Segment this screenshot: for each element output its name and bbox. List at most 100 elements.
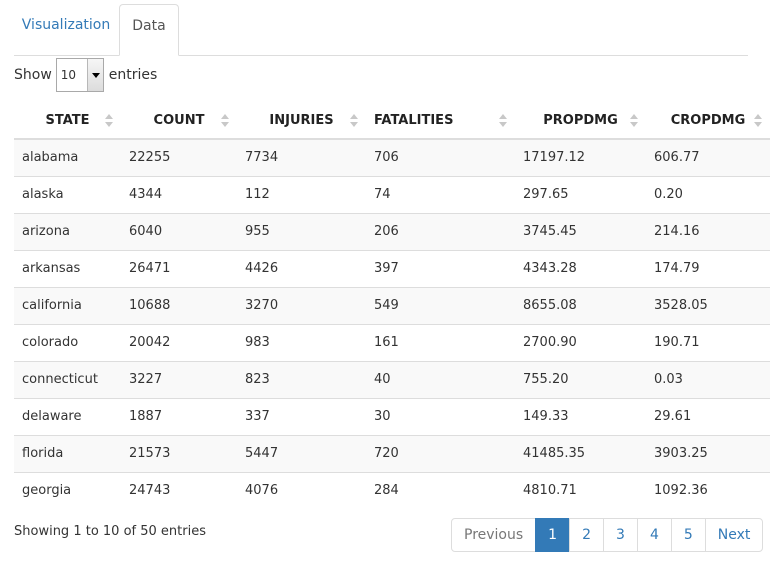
- table-cell-count: 1887: [121, 397, 237, 435]
- table-cell-propdmg: 41485.35: [515, 434, 646, 472]
- table-cell-injuries: 5447: [237, 434, 366, 472]
- table-header-row: STATE COUNT INJURIES FATALITIES PROPDMG CROPD…: [14, 102, 770, 140]
- column-header-label: INJURIES: [269, 112, 334, 128]
- table-cell-propdmg: 4343.28: [515, 249, 646, 287]
- column-header-label: CROPDMG: [670, 112, 746, 128]
- table-row: delaware 1887 337 30 149.33 29.61: [14, 397, 770, 435]
- page-button-5[interactable]: 5: [670, 518, 706, 552]
- table-cell-count: 21573: [121, 434, 237, 472]
- column-header-state[interactable]: STATE: [14, 102, 121, 140]
- table-cell-cropdmg: 606.77: [646, 139, 770, 176]
- table-cell-state: alabama: [14, 139, 121, 176]
- table-cell-fatalities: 161: [366, 323, 515, 361]
- sort-icon: [221, 114, 229, 128]
- table-cell-injuries: 4076: [237, 471, 366, 509]
- table-cell-cropdmg: 174.79: [646, 249, 770, 287]
- table-cell-propdmg: 17197.12: [515, 139, 646, 176]
- table-row: georgia 24743 4076 284 4810.71 1092.36: [14, 471, 770, 509]
- table-cell-cropdmg: 29.61: [646, 397, 770, 435]
- table-cell-state: arkansas: [14, 249, 121, 287]
- table-cell-count: 4344: [121, 175, 237, 213]
- table-cell-state: florida: [14, 434, 121, 472]
- table-cell-fatalities: 206: [366, 212, 515, 250]
- table-cell-fatalities: 40: [366, 360, 515, 398]
- table-cell-fatalities: 284: [366, 471, 515, 509]
- table-cell-state: colorado: [14, 323, 121, 361]
- table-cell-propdmg: 755.20: [515, 360, 646, 398]
- table-body: alabama 22255 7734 706 17197.12 606.77 alaska 4…: [14, 139, 770, 509]
- tab-bar: Visualization Data: [14, 4, 748, 56]
- table-cell-injuries: 337: [237, 397, 366, 435]
- table-cell-propdmg: 8655.08: [515, 286, 646, 324]
- show-label: Show: [14, 67, 52, 83]
- table-cell-fatalities: 30: [366, 397, 515, 435]
- table-row: colorado 20042 983 161 2700.90 190.71: [14, 323, 770, 361]
- table-cell-injuries: 955: [237, 212, 366, 250]
- table-row: california 10688 3270 549 8655.08 3528.05: [14, 286, 770, 324]
- column-header-label: PROPDMG: [543, 112, 618, 128]
- sort-icon: [630, 114, 638, 128]
- table-cell-state: connecticut: [14, 360, 121, 398]
- page-button-2[interactable]: 2: [569, 518, 605, 552]
- table-row: alaska 4344 112 74 297.65 0.20: [14, 175, 770, 213]
- entries-label: entries: [108, 67, 158, 83]
- table-cell-cropdmg: 1092.36: [646, 471, 770, 509]
- tab-visualization[interactable]: Visualization: [21, 17, 111, 33]
- table-row: connecticut 3227 823 40 755.20 0.03: [14, 360, 770, 398]
- table-cell-injuries: 112: [237, 175, 366, 213]
- table-cell-count: 20042: [121, 323, 237, 361]
- chevron-down-icon[interactable]: [86, 59, 103, 91]
- table-cell-fatalities: 549: [366, 286, 515, 324]
- table-cell-state: alaska: [14, 175, 121, 213]
- table-cell-state: arizona: [14, 212, 121, 250]
- table-info: Showing 1 to 10 of 50 entries: [14, 524, 206, 539]
- table-cell-cropdmg: 190.71: [646, 323, 770, 361]
- page-length-control: Show 10 entries: [14, 58, 157, 92]
- pagination: Previous 1 2 3 4 5 Next: [451, 518, 764, 552]
- page-button-1[interactable]: 1: [535, 518, 571, 552]
- table-cell-count: 10688: [121, 286, 237, 324]
- sort-icon: [754, 114, 762, 128]
- data-table: STATE COUNT INJURIES FATALITIES PROPDMG CROPD…: [14, 102, 770, 509]
- table-cell-fatalities: 74: [366, 175, 515, 213]
- table-row: alabama 22255 7734 706 17197.12 606.77: [14, 139, 770, 176]
- table-cell-injuries: 823: [237, 360, 366, 398]
- table-cell-cropdmg: 3903.25: [646, 434, 770, 472]
- table-cell-fatalities: 397: [366, 249, 515, 287]
- tab-data[interactable]: Data: [119, 4, 179, 56]
- column-header-label: FATALITIES: [374, 112, 454, 128]
- table-cell-propdmg: 2700.90: [515, 323, 646, 361]
- column-header-fatalities[interactable]: FATALITIES: [366, 102, 515, 140]
- column-header-injuries[interactable]: INJURIES: [237, 102, 366, 140]
- sort-icon: [499, 114, 507, 128]
- column-header-count[interactable]: COUNT: [121, 102, 237, 140]
- table-cell-propdmg: 149.33: [515, 397, 646, 435]
- column-header-label: COUNT: [153, 112, 205, 128]
- table-cell-injuries: 4426: [237, 249, 366, 287]
- table-cell-count: 3227: [121, 360, 237, 398]
- data-table-container: STATE COUNT INJURIES FATALITIES PROPDMG CROPD…: [14, 102, 770, 509]
- table-cell-fatalities: 706: [366, 139, 515, 176]
- table-cell-count: 24743: [121, 471, 237, 509]
- column-header-cropdmg[interactable]: CROPDMG: [646, 102, 770, 140]
- table-cell-state: georgia: [14, 471, 121, 509]
- next-button[interactable]: Next: [704, 518, 764, 552]
- table-cell-count: 6040: [121, 212, 237, 250]
- sort-icon: [105, 114, 113, 128]
- table-row: arizona 6040 955 206 3745.45 214.16: [14, 212, 770, 250]
- table-cell-cropdmg: 214.16: [646, 212, 770, 250]
- table-cell-propdmg: 297.65: [515, 175, 646, 213]
- page-button-3[interactable]: 3: [603, 518, 638, 552]
- table-cell-count: 26471: [121, 249, 237, 287]
- entries-select[interactable]: 10: [55, 58, 104, 92]
- page-button-4[interactable]: 4: [636, 518, 672, 552]
- table-cell-injuries: 983: [237, 323, 366, 361]
- entries-select-value: 10: [60, 68, 77, 82]
- table-cell-count: 22255: [121, 139, 237, 176]
- table-cell-fatalities: 720: [366, 434, 515, 472]
- table-cell-propdmg: 3745.45: [515, 212, 646, 250]
- previous-button[interactable]: Previous: [451, 518, 537, 552]
- column-header-label: STATE: [45, 112, 90, 128]
- table-cell-state: delaware: [14, 397, 121, 435]
- column-header-propdmg[interactable]: PROPDMG: [515, 102, 646, 140]
